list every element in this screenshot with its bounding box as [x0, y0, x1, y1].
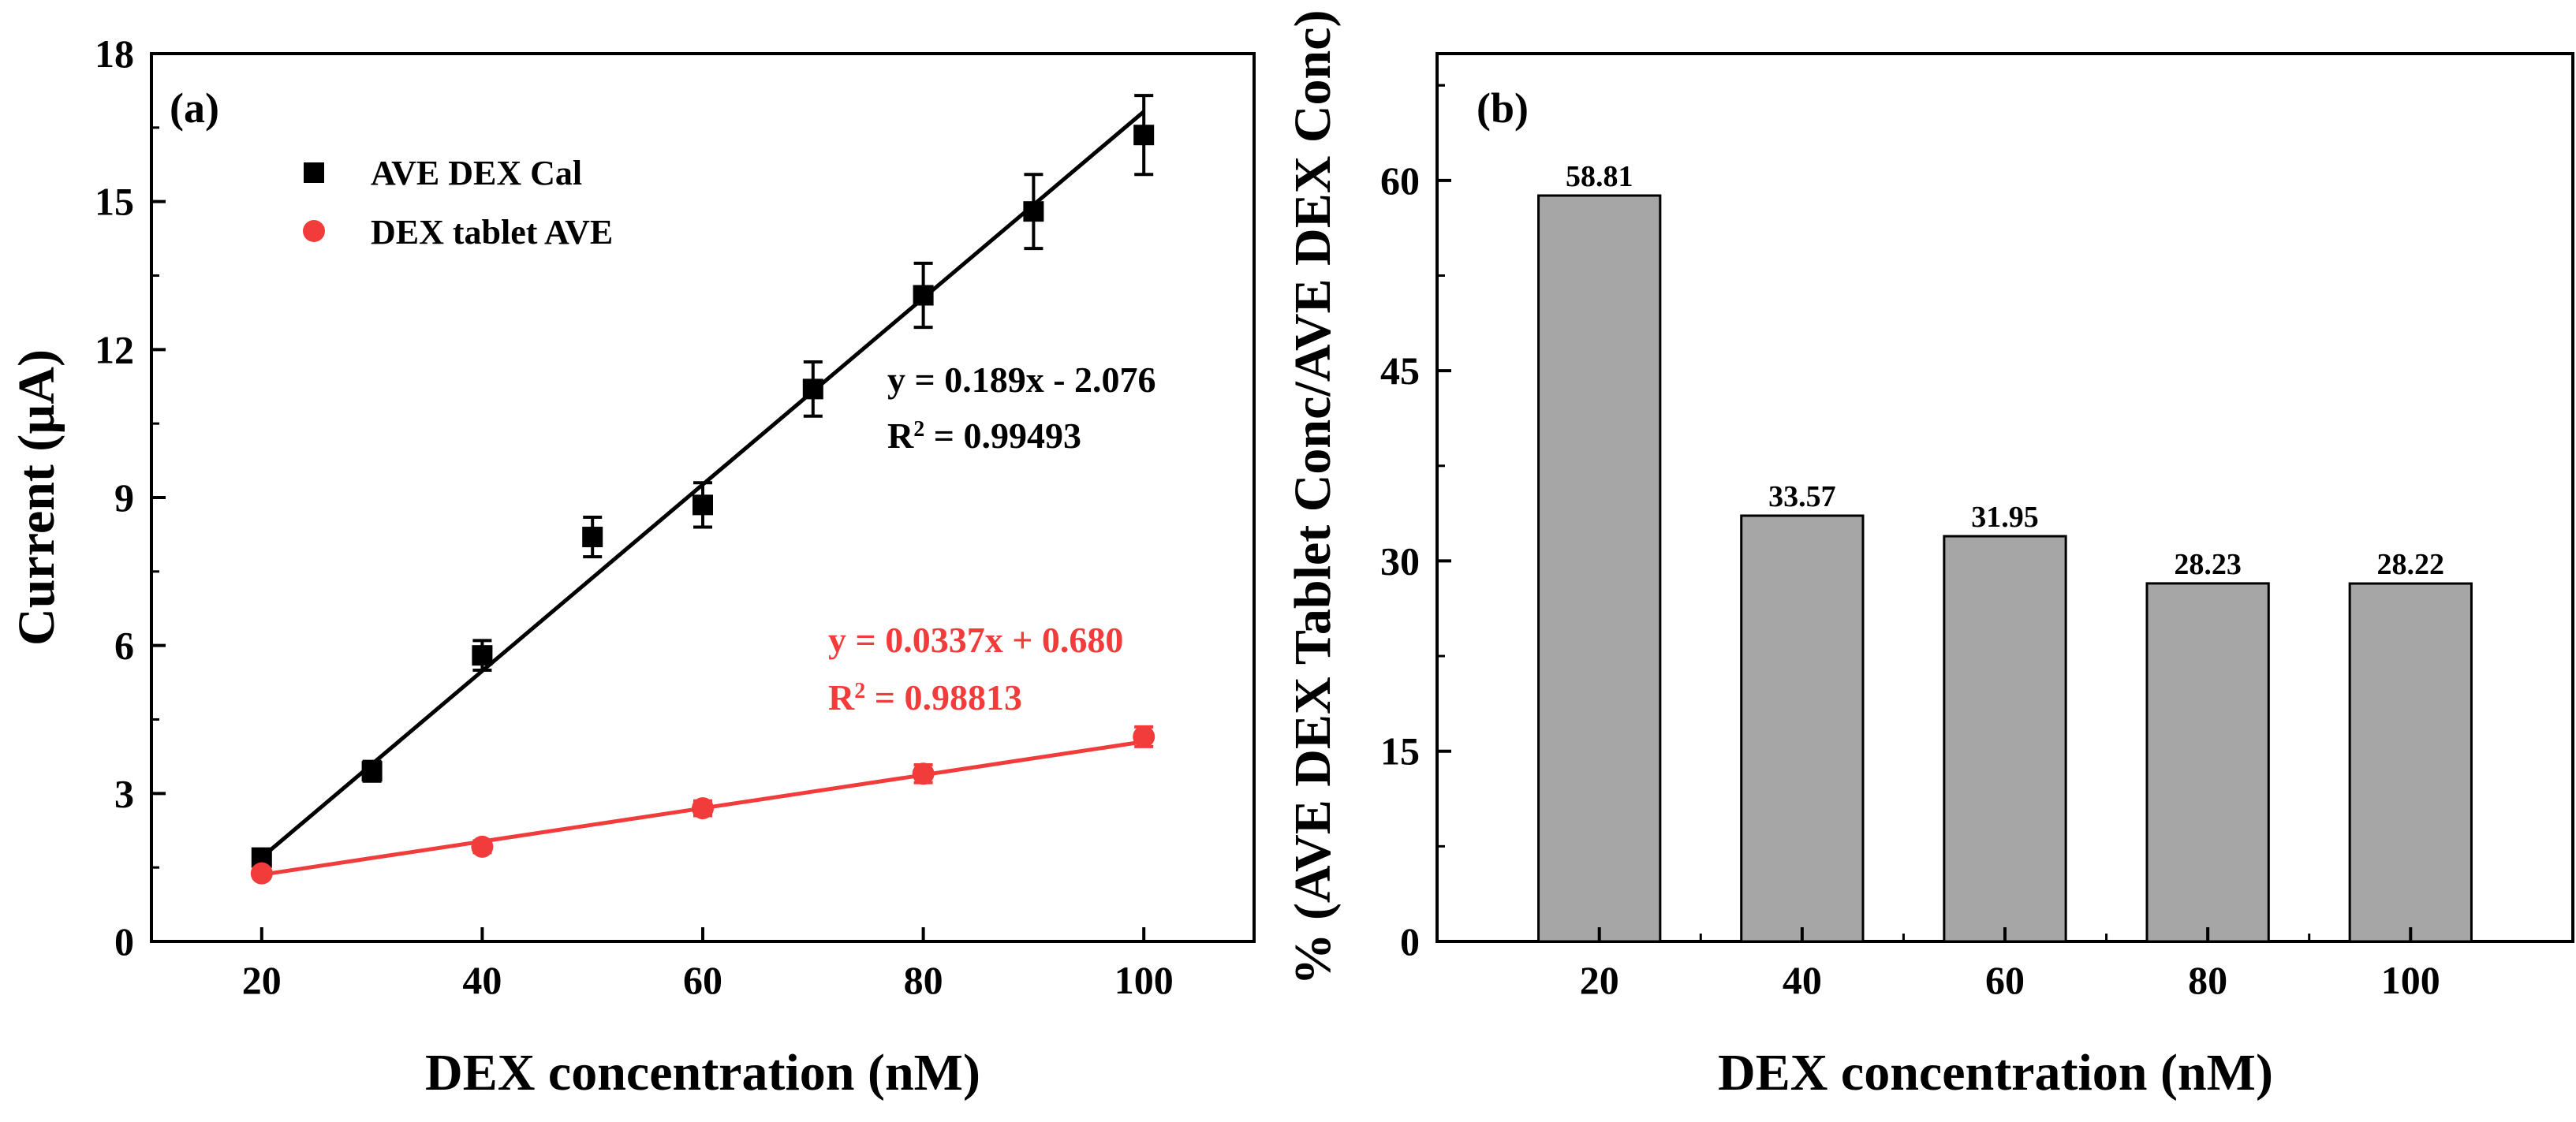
bar-value-label: 31.95: [1971, 501, 2039, 534]
data-point-tablet: [471, 835, 494, 858]
data-point-cal: [913, 285, 934, 306]
data-point-cal: [582, 527, 603, 548]
data-point-cal: [361, 761, 383, 782]
data-point-cal: [693, 494, 713, 516]
y-tick-label-b: 45: [1380, 349, 1420, 393]
legend-label-tablet: DEX tablet AVE: [371, 213, 613, 252]
x-tick-label-b: 20: [1580, 958, 1619, 1002]
legend: AVE DEX Cal DEX tablet AVE: [303, 154, 613, 252]
x-axis-title-a: DEX concentration (nM): [425, 1044, 980, 1101]
x-tick-label-a: 80: [904, 958, 943, 1002]
equation-tablet: y = 0.0337x + 0.680: [828, 620, 1123, 660]
x-tick-label-b: 40: [1783, 958, 1822, 1002]
r2-cal: R2 = 0.99493: [887, 416, 1081, 456]
bar-value-label: 33.57: [1768, 480, 1836, 513]
bar-100: [2348, 582, 2473, 943]
bar-value-label: 28.23: [2174, 548, 2242, 581]
x-tick-label-b: 80: [2188, 958, 2227, 1002]
equation-cal: y = 0.189x - 2.076: [887, 360, 1156, 400]
y-tick-label-a: 12: [95, 327, 134, 371]
y-tick-label-a: 18: [95, 32, 134, 76]
x-tick-label-b: 60: [1985, 958, 2025, 1002]
y-tick-label-b: 0: [1400, 919, 1420, 964]
y-tick-label-a: 0: [114, 919, 134, 964]
legend-marker-square: [304, 162, 324, 183]
data-point-tablet: [692, 797, 714, 820]
data-point-cal: [1023, 201, 1044, 222]
y-tick-label-b: 30: [1380, 539, 1420, 583]
bar-value-label: 28.22: [2377, 548, 2445, 581]
data-point-cal: [1133, 125, 1155, 146]
panel-a: 0 3 6 9 12 15 18 20 40 60 80 100 (a) AVE DEX Cal D…: [8, 32, 1256, 1101]
bar-value-label: 58.81: [1566, 160, 1633, 193]
data-point-cal: [472, 645, 493, 666]
y-tick-label-a: 6: [114, 624, 134, 668]
y-tick-label-b: 15: [1380, 729, 1420, 773]
panel-label-b: (b): [1477, 84, 1529, 132]
y-tick-label-b: 60: [1380, 158, 1420, 203]
data-point-tablet: [912, 762, 935, 785]
x-tick-label-a: 40: [462, 958, 502, 1002]
r2-tablet: R2 = 0.98813: [828, 677, 1022, 718]
x-axis-title-b: DEX concentration (nM): [1718, 1044, 2273, 1101]
legend-marker-circle: [303, 220, 325, 242]
bar-40: [1740, 514, 1865, 943]
y-axis-title-b: % (AVE DEX Tablet Conc/AVE DEX Conc): [1284, 9, 1342, 985]
data-point-tablet: [1133, 725, 1155, 748]
bar-60: [1943, 535, 2067, 943]
x-tick-label-a: 20: [242, 958, 282, 1002]
y-tick-label-a: 3: [114, 771, 134, 815]
panel-label-a: (a): [170, 84, 219, 132]
legend-label-cal: AVE DEX Cal: [371, 154, 582, 192]
y-tick-label-a: 9: [114, 475, 134, 520]
x-tick-label-a: 100: [1114, 958, 1174, 1002]
x-tick-label-a: 60: [683, 958, 722, 1002]
x-tick-label-b: 100: [2381, 958, 2440, 1002]
y-tick-label-a: 15: [95, 180, 134, 224]
y-axis-title-a: Current (µA): [8, 349, 65, 646]
data-point-cal: [802, 378, 823, 400]
bar-20: [1537, 194, 1662, 943]
panel-b: 58.81 33.57 31.95 28.23 28.22 0 15 30 45 60 20 40…: [1284, 9, 2574, 1101]
bar-80: [2145, 582, 2270, 943]
data-point-tablet: [250, 862, 273, 885]
